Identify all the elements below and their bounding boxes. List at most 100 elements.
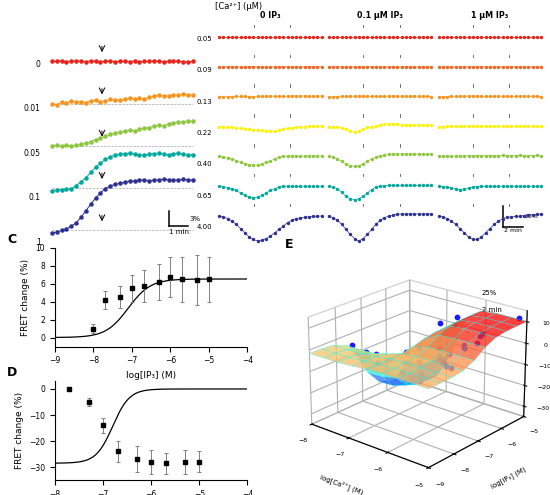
Point <box>532 122 541 130</box>
Point <box>76 57 85 65</box>
Point <box>520 182 529 190</box>
Point <box>67 97 76 105</box>
Point <box>384 150 393 158</box>
Point <box>184 58 192 66</box>
Point <box>214 152 223 160</box>
Point <box>434 93 443 101</box>
Point <box>101 133 110 141</box>
Point <box>520 212 529 220</box>
Point <box>384 120 393 128</box>
Point <box>253 126 262 134</box>
Point <box>486 33 494 41</box>
Point <box>503 213 512 221</box>
Point <box>184 91 192 99</box>
Point <box>223 215 232 223</box>
Point <box>350 162 359 170</box>
Point <box>481 33 490 41</box>
Point <box>135 125 144 133</box>
Point <box>346 92 355 100</box>
Point <box>125 177 134 185</box>
Point <box>503 63 512 71</box>
Point <box>528 63 537 71</box>
Point <box>313 63 322 71</box>
Point <box>292 182 300 190</box>
Point <box>317 212 326 220</box>
Point <box>354 63 363 71</box>
Point <box>164 150 173 158</box>
Text: 0.65: 0.65 <box>196 193 212 198</box>
Point <box>469 122 477 130</box>
Point <box>257 192 266 199</box>
Point <box>150 93 158 100</box>
Point <box>354 195 363 203</box>
Point <box>434 63 443 71</box>
Point <box>274 126 283 134</box>
Point <box>86 97 95 105</box>
Point <box>150 57 158 65</box>
Point <box>179 175 188 183</box>
Point <box>419 150 427 158</box>
Point <box>262 33 271 41</box>
Point <box>346 63 355 71</box>
Point <box>253 63 262 71</box>
Point <box>317 92 326 100</box>
Point <box>342 93 350 100</box>
Point <box>257 93 266 100</box>
Point <box>464 122 473 130</box>
Point <box>116 128 124 136</box>
Point <box>184 151 192 159</box>
Point <box>271 63 279 71</box>
Point <box>528 93 537 100</box>
Point <box>524 151 533 159</box>
Point <box>494 182 503 190</box>
Point <box>376 33 384 41</box>
Point <box>515 92 524 100</box>
Text: 4.00: 4.00 <box>196 224 212 230</box>
Point <box>515 122 524 130</box>
Point <box>240 63 249 71</box>
Point <box>389 120 398 128</box>
Point <box>455 92 464 100</box>
Point <box>145 94 153 101</box>
Point <box>393 210 402 218</box>
Point <box>455 225 464 233</box>
Point <box>423 182 432 190</box>
Point <box>359 92 367 100</box>
Point <box>469 63 477 71</box>
Point <box>130 177 139 185</box>
Point <box>317 122 326 130</box>
Point <box>219 33 228 41</box>
Point <box>91 57 100 65</box>
Point <box>393 33 402 41</box>
Text: 1 μM IP₃: 1 μM IP₃ <box>471 11 508 20</box>
Point <box>279 33 288 41</box>
Point <box>184 117 192 125</box>
Point <box>279 222 288 230</box>
Point <box>419 93 427 100</box>
Point <box>296 92 305 100</box>
Text: 0.40: 0.40 <box>196 161 212 167</box>
Point <box>245 233 254 241</box>
Point <box>469 33 477 41</box>
Point <box>228 217 236 225</box>
Point <box>452 152 460 160</box>
Point <box>145 150 153 158</box>
Point <box>101 57 110 65</box>
Point <box>363 231 372 239</box>
Point <box>452 122 460 130</box>
Point <box>130 150 139 158</box>
Point <box>57 57 66 65</box>
Point <box>245 63 254 71</box>
Point <box>380 182 389 190</box>
Point <box>472 63 481 71</box>
Point <box>410 182 419 190</box>
Point <box>455 186 464 194</box>
Point <box>313 182 322 190</box>
Point <box>477 182 486 190</box>
Point <box>406 33 415 41</box>
Point <box>257 126 266 134</box>
Point <box>359 33 367 41</box>
Point <box>253 161 262 169</box>
Point <box>371 33 380 41</box>
Point <box>397 33 406 41</box>
